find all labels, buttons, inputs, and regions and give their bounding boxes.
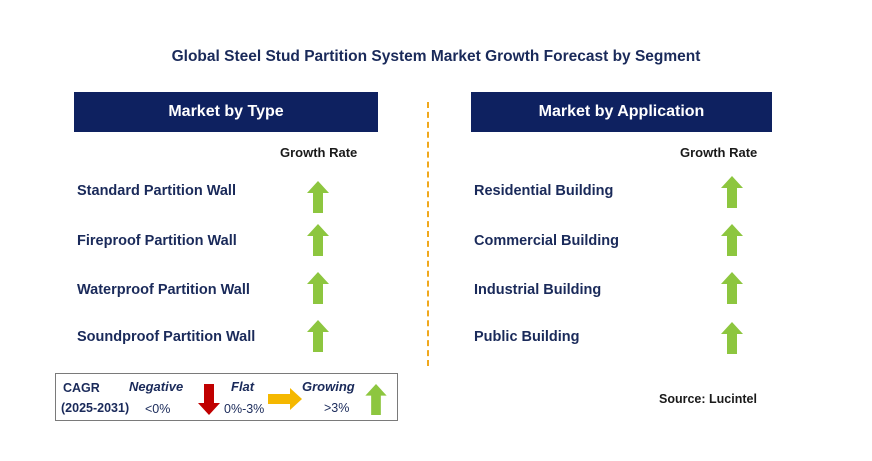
segment-fireproof-partition-wall: Fireproof Partition Wall: [77, 233, 237, 249]
up-arrow-icon: [307, 224, 329, 256]
legend-period-label: (2025-2031): [61, 401, 130, 415]
segment-standard-partition-wall: Standard Partition Wall: [77, 183, 236, 199]
segment-industrial-building: Industrial Building: [474, 282, 602, 298]
source-note: Source: Lucintel: [659, 392, 757, 406]
segment-commercial-building: Commercial Building: [474, 233, 620, 249]
right-arrow-icon: [268, 388, 302, 410]
legend-growing-label: Growing: [302, 379, 355, 394]
up-arrow-icon: [721, 176, 743, 208]
up-arrow-icon: [307, 272, 329, 304]
up-arrow-icon: [721, 272, 743, 304]
market-by-application-header: Market by Application: [471, 92, 772, 132]
market-by-type-header: Market by Type: [74, 92, 378, 132]
up-arrow-icon: [721, 322, 743, 354]
up-arrow-icon: [307, 320, 329, 352]
legend-growing-range: >3%: [324, 401, 350, 415]
legend-negative-range: <0%: [145, 402, 171, 416]
legend-negative-label: Negative: [129, 379, 184, 394]
segment-soundproof-partition-wall: Soundproof Partition Wall: [77, 329, 256, 345]
legend-flat-label: Flat: [231, 379, 255, 394]
left-growth-rate-label: Growth Rate: [280, 145, 358, 160]
down-arrow-icon: [198, 384, 220, 415]
segment-waterproof-partition-wall: Waterproof Partition Wall: [77, 282, 250, 298]
segment-residential-building: Residential Building: [474, 183, 614, 199]
up-arrow-icon: [721, 224, 743, 256]
up-arrow-icon: [307, 181, 329, 213]
segment-public-building: Public Building: [474, 329, 580, 345]
panel-divider: [427, 102, 429, 366]
legend-cagr-label: CAGR: [63, 381, 100, 395]
cagr-legend: CAGR (2025-2031) Negative <0% Flat 0%-3%…: [55, 373, 398, 421]
up-arrow-icon: [365, 384, 387, 415]
legend-flat-range: 0%-3%: [224, 402, 265, 416]
chart-title: Global Steel Stud Partition System Marke…: [171, 48, 701, 65]
right-growth-rate-label: Growth Rate: [680, 145, 758, 160]
